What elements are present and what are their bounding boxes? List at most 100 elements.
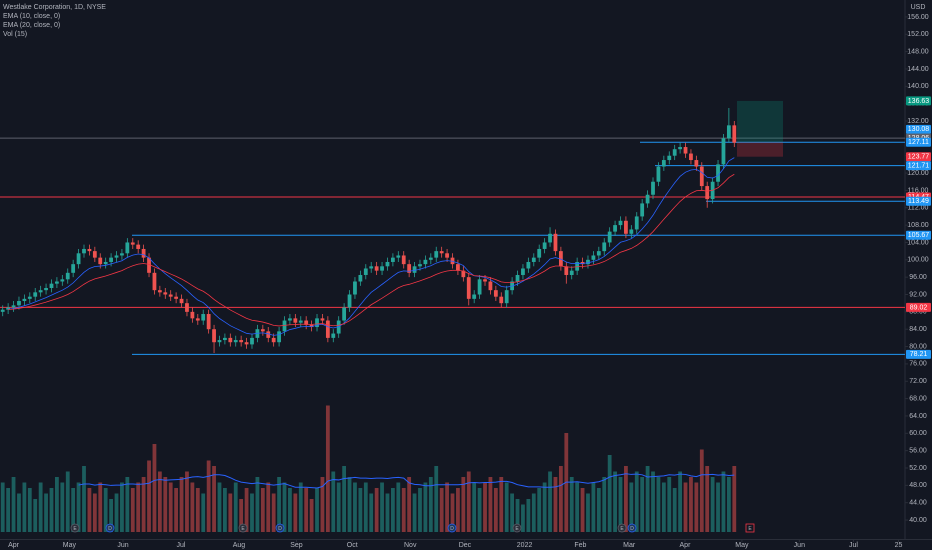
candle-body: [634, 216, 639, 230]
volume-bar: [553, 477, 558, 532]
volume-bar: [613, 471, 617, 532]
volume-bar: [195, 488, 200, 532]
candle-body: [569, 270, 574, 275]
volume-bar: [114, 493, 119, 532]
volume-ma-line: [78, 473, 735, 489]
y-tick-label: 100.00: [907, 257, 929, 264]
volume-bar: [22, 482, 27, 532]
candle-body: [624, 220, 628, 234]
candle-body: [689, 153, 693, 161]
candle-body: [298, 320, 303, 323]
candle-body: [353, 281, 357, 295]
volume-bar: [548, 471, 552, 532]
price-label-box: [906, 152, 931, 162]
y-tick-label: 148.00: [907, 48, 929, 55]
volume-bar: [38, 482, 43, 532]
candle-body: [461, 270, 466, 278]
volume-bar: [309, 499, 314, 532]
x-tick-label: Mar: [623, 542, 636, 549]
candle-body: [488, 281, 493, 291]
x-tick-label: Jun: [117, 542, 128, 549]
event-label: D: [108, 526, 112, 532]
candle-body: [304, 320, 309, 325]
y-tick-label: 144.00: [907, 66, 929, 73]
volume-bar: [472, 482, 477, 532]
event-icon: [512, 523, 522, 533]
y-tick-label: 116.00: [908, 187, 929, 194]
y-tick-label: 52.00: [909, 465, 927, 472]
volume-bar: [174, 488, 179, 532]
volume-bar: [304, 488, 309, 532]
volume-bar: [255, 477, 260, 532]
candle-body: [477, 279, 482, 295]
candle-body: [385, 261, 390, 267]
candle-body: [271, 337, 276, 343]
candle-body: [147, 257, 151, 273]
volume-bar: [298, 482, 303, 532]
volume-bar: [493, 488, 498, 532]
candle-body: [396, 255, 401, 258]
volume-bar: [0, 482, 5, 532]
candle-body: [98, 257, 103, 265]
volume-bar: [586, 493, 590, 532]
volume-bar: [667, 477, 672, 532]
y-tick-label: 104.00: [907, 239, 929, 246]
volume-bar: [721, 471, 726, 532]
volume-bar: [65, 471, 70, 532]
event-icon: [617, 523, 627, 533]
volume-bar: [705, 466, 710, 532]
volume-bar: [233, 482, 238, 532]
candle-body: [591, 255, 596, 260]
candle-body: [542, 242, 547, 249]
currency: USD: [911, 4, 926, 11]
price-label: 121.71: [908, 162, 930, 169]
x-tick-label: Nov: [404, 542, 417, 549]
candle-body: [515, 274, 520, 282]
candle-body: [586, 259, 590, 265]
event-label: E: [620, 526, 624, 532]
candle-body: [120, 253, 124, 256]
candle-body: [44, 288, 48, 291]
candle-body: [174, 296, 179, 299]
volume-bar: [320, 477, 325, 532]
candle-body: [152, 272, 157, 291]
y-tick-label: 72.00: [909, 378, 927, 385]
candle-body: [266, 331, 271, 338]
volume-bar: [466, 471, 471, 532]
price-label-box: [906, 124, 931, 134]
candle-body: [667, 155, 672, 161]
candle-body: [531, 257, 536, 262]
volume-bar: [60, 482, 65, 532]
candle-body: [65, 272, 70, 280]
candle-body: [92, 251, 97, 258]
x-tick-label: Jun: [794, 542, 805, 549]
candle-body: [309, 324, 314, 328]
x-tick-label: 25: [895, 542, 903, 549]
candle-body: [0, 309, 5, 312]
volume-bar: [385, 493, 390, 532]
candle-body: [661, 160, 666, 167]
volume-bar: [412, 493, 417, 532]
volume-bar: [661, 482, 666, 532]
candle-body: [342, 307, 347, 321]
volume-bar: [157, 471, 162, 532]
price-label: 136.63: [908, 98, 930, 105]
candle-body: [472, 294, 477, 299]
candle-body: [613, 225, 617, 232]
candle-body: [732, 125, 737, 143]
candle-body: [49, 283, 54, 288]
candle-body: [130, 242, 135, 245]
candle-body: [212, 329, 216, 343]
candle-body: [228, 337, 233, 343]
candle-body: [390, 257, 395, 262]
candle-body: [11, 305, 16, 308]
volume-bar: [92, 493, 97, 532]
volume-bar: [645, 466, 650, 532]
candle-body: [694, 160, 699, 167]
volume-bar: [293, 493, 298, 532]
candle-body: [179, 298, 184, 304]
price-label-box: [906, 349, 931, 359]
volume-bar: [190, 482, 195, 532]
candle-body: [244, 342, 249, 345]
candle-body: [602, 242, 607, 252]
